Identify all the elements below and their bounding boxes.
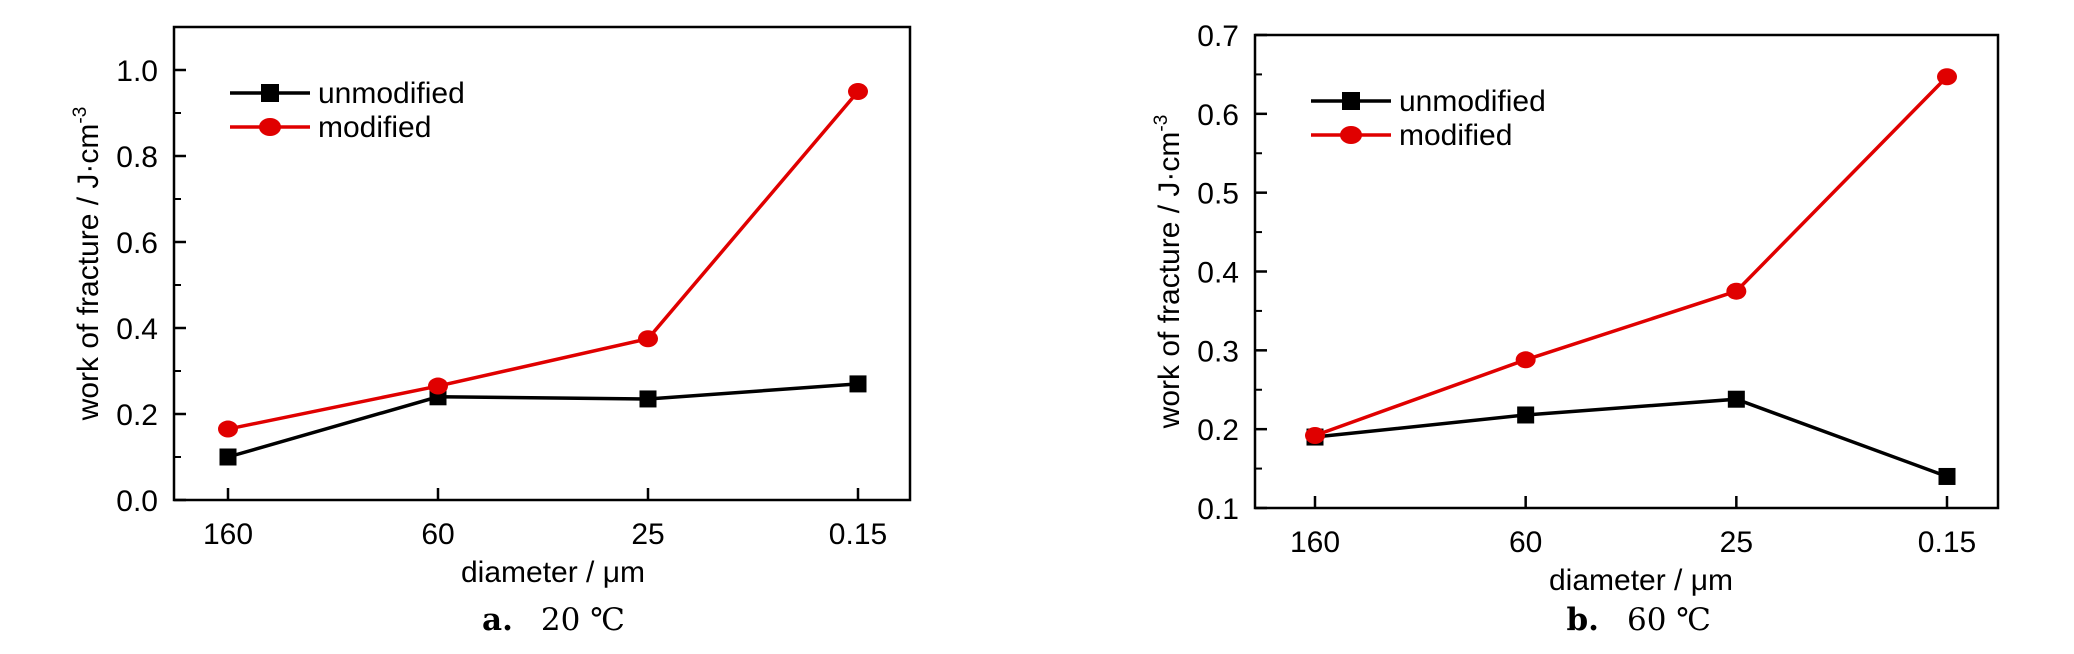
panel-caption: a. 20 ℃ [482, 602, 625, 638]
x-tick-label: 60 [421, 518, 454, 551]
y-axis-label-superscript: -3 [70, 107, 91, 124]
series-line-modified [227, 90, 860, 431]
x-axis-label: diameter / μm [461, 556, 645, 589]
y-axis-label: work of fracture / J·cm-3 [1151, 115, 1186, 430]
caption-letter: a. [482, 602, 513, 638]
data-point-modified [1726, 282, 1747, 300]
x-tick-label: 0.15 [1918, 526, 1976, 559]
y-tick-label: 0.3 [1197, 335, 1239, 368]
legend-label-modified: modified [1399, 119, 1512, 152]
data-point-modified [1515, 351, 1536, 369]
x-tick-label: 25 [631, 518, 664, 551]
legend-marker-modified [1340, 126, 1362, 144]
y-tick-label: 0.2 [1197, 414, 1239, 447]
y-axis-label: work of fracture / J·cm-3 [70, 107, 105, 422]
data-point-unmodified [219, 448, 237, 466]
data-point-modified [1937, 68, 1957, 86]
x-axis-label: diameter / μm [1549, 564, 1733, 597]
x-tick-label: 0.15 [829, 518, 887, 551]
caption-text: 60 ℃ [1627, 602, 1711, 638]
legend-label-unmodified: unmodified [1399, 85, 1546, 118]
data-point-modified [218, 420, 238, 438]
y-tick-label: 0.7 [1197, 20, 1239, 53]
legend-marker-unmodified [1342, 92, 1360, 110]
y-axis-label-main: work of fracture / J·cm [72, 124, 105, 422]
y-tick-label: 0.6 [116, 227, 158, 260]
legend-label-modified: modified [318, 111, 431, 144]
chart-a: 0.0 0.2 0.4 0.6 0.8 1.0 160 60 25 0.15 diameter / … [70, 25, 912, 638]
y-axis-label-superscript: -3 [1151, 115, 1172, 132]
data-point-modified [848, 83, 868, 100]
data-point-modified [1305, 426, 1325, 444]
series-line-unmodified [1314, 397, 1948, 479]
y-tick-label: 0.1 [1197, 493, 1239, 526]
plot-frame [172, 25, 912, 502]
chart-panel-b: 0.1 0.2 0.3 0.4 0.5 0.6 0.7 160 60 25 0.15 diameter… [1037, 0, 2074, 654]
y-tick-label: 1.0 [116, 55, 158, 88]
data-point-unmodified [1727, 390, 1745, 408]
series-line-modified [1314, 75, 1949, 438]
x-tick-label: 160 [1290, 526, 1340, 559]
data-point-unmodified [1938, 467, 1956, 485]
x-tick-label: 160 [203, 518, 253, 551]
y-tick-label: 0.2 [116, 399, 158, 432]
panel-caption: b. 60 ℃ [1567, 602, 1711, 638]
legend-label-unmodified: unmodified [318, 77, 465, 110]
y-axis-label-main: work of fracture / J·cm [1153, 132, 1186, 430]
data-point-modified [428, 377, 448, 395]
series-line-unmodified [227, 382, 859, 459]
y-tick-label: 0.5 [1197, 178, 1239, 211]
y-tick-label: 0.8 [116, 141, 158, 174]
x-tick-label: 25 [1720, 526, 1753, 559]
y-tick-label: 0.6 [1197, 99, 1239, 132]
chart-b: 0.1 0.2 0.3 0.4 0.5 0.6 0.7 160 60 25 0.15 diameter… [1151, 20, 2000, 638]
caption-text: 20 ℃ [541, 602, 625, 638]
data-point-unmodified [639, 390, 657, 408]
data-point-unmodified [1517, 406, 1535, 424]
x-tick-label: 60 [1509, 526, 1542, 559]
y-tick-label: 0.4 [1197, 257, 1239, 290]
data-point-modified [638, 330, 658, 348]
y-tick-label: 0.4 [116, 313, 158, 346]
plot-frame [1253, 33, 2000, 510]
caption-letter: b. [1567, 602, 1599, 638]
chart-panel-a: 0.0 0.2 0.4 0.6 0.8 1.0 160 60 25 0.15 diameter / … [70, 25, 912, 638]
legend-marker-modified [259, 118, 281, 136]
data-point-unmodified [849, 375, 867, 393]
y-tick-label: 0.0 [116, 485, 158, 518]
legend-marker-unmodified [261, 84, 279, 102]
